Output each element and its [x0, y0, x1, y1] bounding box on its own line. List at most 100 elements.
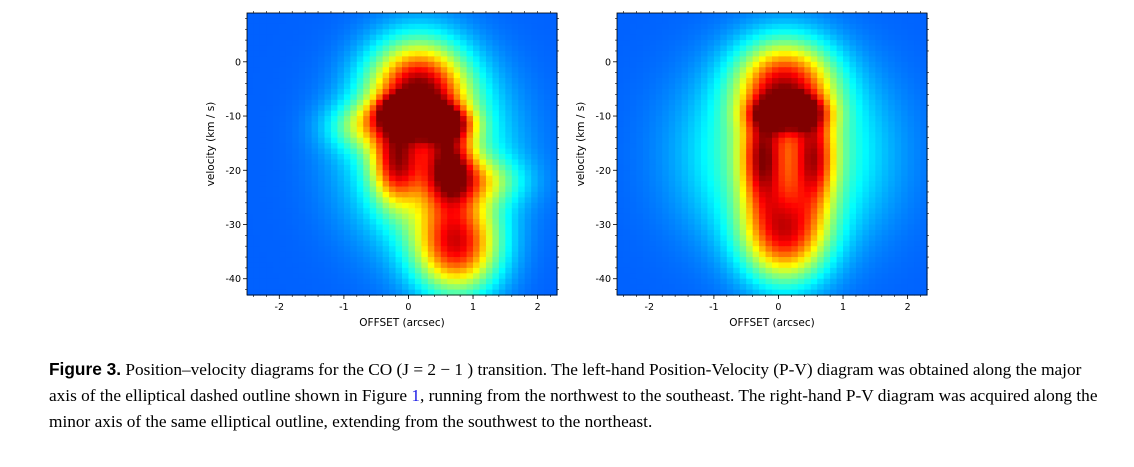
heatmap-cell — [356, 72, 364, 79]
heatmap-cell — [434, 219, 442, 226]
heatmap-cell — [382, 105, 390, 112]
heatmap-cell — [720, 23, 728, 30]
heatmap-cell — [537, 126, 545, 133]
heatmap-cell — [376, 67, 384, 74]
heatmap-cell — [649, 94, 657, 101]
heatmap-cell — [453, 88, 461, 95]
heatmap-cell — [524, 34, 532, 41]
heatmap-cell — [868, 67, 876, 74]
heatmap-cell — [862, 94, 870, 101]
heatmap-cell — [434, 202, 442, 209]
x-tick-label: 0 — [405, 302, 411, 313]
heatmap-cell — [395, 240, 403, 247]
heatmap-cell — [804, 148, 812, 155]
heatmap-cell — [733, 202, 741, 209]
heatmap-cell — [279, 34, 287, 41]
heatmap-cell — [862, 197, 870, 204]
heatmap-cell — [894, 105, 902, 112]
heatmap-cell — [453, 191, 461, 198]
heatmap-cell — [285, 29, 293, 36]
heatmap-cell — [804, 45, 812, 52]
heatmap-cell — [836, 257, 844, 264]
heatmap-cell — [739, 116, 747, 123]
heatmap-cell — [623, 110, 631, 117]
heatmap-cell — [881, 246, 889, 253]
heatmap-cell — [292, 34, 300, 41]
heatmap-cell — [907, 191, 915, 198]
heatmap-cell — [636, 197, 644, 204]
heatmap-cell — [907, 170, 915, 177]
heatmap-cell — [266, 257, 274, 264]
heatmap-cell — [649, 273, 657, 280]
heatmap-cell — [810, 116, 818, 123]
heatmap-cell — [823, 229, 831, 236]
heatmap-cell — [914, 235, 922, 242]
heatmap-cell — [460, 143, 468, 150]
heatmap-cell — [447, 202, 455, 209]
heatmap-cell — [330, 273, 339, 280]
heatmap-cell — [343, 175, 351, 182]
heatmap-cell — [511, 273, 519, 280]
heatmap-cell — [778, 191, 786, 198]
heatmap-cell — [791, 235, 799, 242]
heatmap-cell — [713, 50, 721, 57]
heatmap-cell — [402, 143, 410, 150]
heatmap-cell — [784, 83, 792, 90]
heatmap-cell — [888, 105, 896, 112]
heatmap-cell — [655, 159, 663, 166]
heatmap-cell — [914, 273, 922, 280]
heatmap-cell — [247, 191, 255, 198]
heatmap-cell — [460, 186, 468, 193]
heatmap-cell — [485, 208, 494, 215]
heatmap-cell — [868, 137, 876, 144]
heatmap-cell — [389, 257, 397, 264]
heatmap-cell — [817, 143, 825, 150]
heatmap-cell — [518, 278, 526, 285]
heatmap-cell — [649, 159, 657, 166]
heatmap-cell — [505, 132, 513, 139]
heatmap-cell — [350, 126, 358, 133]
heatmap-cell — [272, 262, 280, 269]
heatmap-cell — [655, 186, 663, 193]
heatmap-cell — [914, 154, 922, 161]
heatmap-cell — [804, 83, 812, 90]
heatmap-cell — [907, 121, 915, 128]
heatmap-cell — [707, 29, 715, 36]
heatmap-cell — [817, 45, 825, 52]
heatmap-cell — [642, 235, 650, 242]
heatmap-cell — [804, 143, 812, 150]
heatmap-cell — [298, 181, 306, 188]
heatmap-cell — [537, 94, 545, 101]
heatmap-cell — [298, 50, 306, 57]
heatmap-cell — [247, 13, 255, 20]
heatmap-cell — [733, 116, 741, 123]
heatmap-cell — [707, 67, 715, 74]
heatmap-cell — [759, 224, 767, 231]
heatmap-cell — [337, 267, 345, 274]
heatmap-cell — [675, 267, 683, 274]
heatmap-cell — [318, 213, 326, 220]
heatmap-cell — [389, 213, 397, 220]
heatmap-cell — [292, 61, 300, 68]
heatmap-cell — [511, 94, 519, 101]
heatmap-cell — [453, 202, 461, 209]
heatmap-cell — [544, 191, 552, 198]
heatmap-cell — [836, 29, 844, 36]
heatmap-cell — [298, 164, 306, 171]
heatmap-cell — [649, 137, 657, 144]
heatmap-cell — [272, 99, 280, 106]
heatmap-cell — [550, 235, 558, 242]
heatmap-cell — [279, 40, 287, 47]
heatmap-cell — [408, 143, 416, 150]
heatmap-cell — [675, 175, 683, 182]
heatmap-cell — [485, 61, 494, 68]
heatmap-cell — [830, 197, 838, 204]
heatmap-cell — [894, 159, 902, 166]
heatmap-cell — [797, 88, 805, 95]
heatmap-cell — [395, 186, 403, 193]
heatmap-cell — [408, 175, 416, 182]
heatmap-cell — [617, 273, 625, 280]
heatmap-cell — [356, 40, 364, 47]
heatmap-cell — [343, 224, 351, 231]
heatmap-cell — [843, 235, 851, 242]
